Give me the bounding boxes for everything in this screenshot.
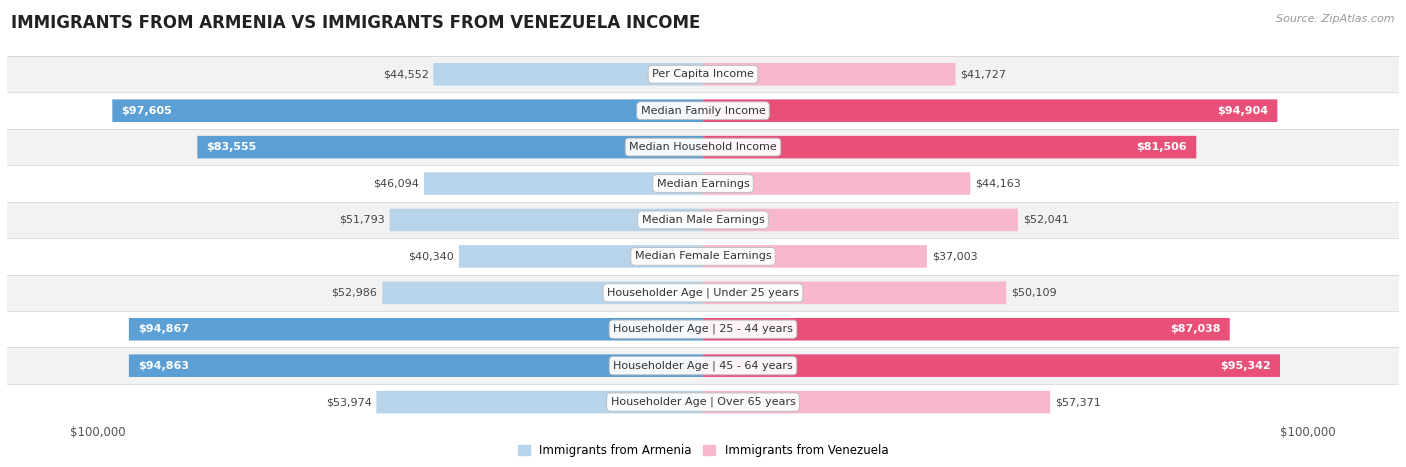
FancyBboxPatch shape: [129, 354, 703, 377]
FancyBboxPatch shape: [703, 63, 956, 85]
FancyBboxPatch shape: [703, 99, 1277, 122]
Bar: [7, 238, 1399, 275]
FancyBboxPatch shape: [425, 172, 703, 195]
Text: $51,793: $51,793: [339, 215, 385, 225]
FancyBboxPatch shape: [458, 245, 703, 268]
Text: $94,904: $94,904: [1218, 106, 1268, 116]
Legend: Immigrants from Armenia, Immigrants from Venezuela: Immigrants from Armenia, Immigrants from…: [513, 439, 893, 462]
Text: $94,863: $94,863: [138, 361, 188, 371]
Bar: [7, 165, 1399, 202]
FancyBboxPatch shape: [703, 391, 1050, 413]
Bar: [7, 275, 1399, 311]
Text: $37,003: $37,003: [932, 251, 977, 262]
FancyBboxPatch shape: [703, 172, 970, 195]
Text: $52,041: $52,041: [1022, 215, 1069, 225]
Text: $81,506: $81,506: [1136, 142, 1187, 152]
FancyBboxPatch shape: [382, 282, 703, 304]
Text: $52,986: $52,986: [332, 288, 377, 298]
Bar: [7, 129, 1399, 165]
Text: Per Capita Income: Per Capita Income: [652, 69, 754, 79]
FancyBboxPatch shape: [433, 63, 703, 85]
Text: Median Household Income: Median Household Income: [628, 142, 778, 152]
FancyBboxPatch shape: [703, 136, 1197, 158]
FancyBboxPatch shape: [703, 245, 927, 268]
FancyBboxPatch shape: [703, 282, 1007, 304]
FancyBboxPatch shape: [112, 99, 703, 122]
Text: $97,605: $97,605: [121, 106, 172, 116]
Text: IMMIGRANTS FROM ARMENIA VS IMMIGRANTS FROM VENEZUELA INCOME: IMMIGRANTS FROM ARMENIA VS IMMIGRANTS FR…: [11, 14, 700, 32]
Text: Median Family Income: Median Family Income: [641, 106, 765, 116]
Text: Source: ZipAtlas.com: Source: ZipAtlas.com: [1277, 14, 1395, 24]
Bar: [7, 56, 1399, 92]
FancyBboxPatch shape: [389, 209, 703, 231]
Text: $50,109: $50,109: [1011, 288, 1057, 298]
Text: $83,555: $83,555: [207, 142, 257, 152]
Text: Median Earnings: Median Earnings: [657, 178, 749, 189]
Text: Householder Age | Over 65 years: Householder Age | Over 65 years: [610, 397, 796, 407]
Text: $95,342: $95,342: [1220, 361, 1271, 371]
Text: Median Female Earnings: Median Female Earnings: [634, 251, 772, 262]
Text: $41,727: $41,727: [960, 69, 1007, 79]
Text: $40,340: $40,340: [408, 251, 454, 262]
Text: Householder Age | 25 - 44 years: Householder Age | 25 - 44 years: [613, 324, 793, 334]
Bar: [7, 202, 1399, 238]
Text: $87,038: $87,038: [1170, 324, 1220, 334]
Text: $44,552: $44,552: [382, 69, 429, 79]
Text: Householder Age | Under 25 years: Householder Age | Under 25 years: [607, 288, 799, 298]
Text: $53,974: $53,974: [326, 397, 371, 407]
FancyBboxPatch shape: [377, 391, 703, 413]
Bar: [7, 92, 1399, 129]
FancyBboxPatch shape: [197, 136, 703, 158]
FancyBboxPatch shape: [129, 318, 703, 340]
Bar: [7, 347, 1399, 384]
Text: Median Male Earnings: Median Male Earnings: [641, 215, 765, 225]
Bar: [7, 311, 1399, 347]
FancyBboxPatch shape: [703, 354, 1279, 377]
Bar: [7, 384, 1399, 420]
FancyBboxPatch shape: [703, 318, 1230, 340]
Text: $46,094: $46,094: [374, 178, 419, 189]
Text: Householder Age | 45 - 64 years: Householder Age | 45 - 64 years: [613, 361, 793, 371]
FancyBboxPatch shape: [703, 209, 1018, 231]
Text: $57,371: $57,371: [1054, 397, 1101, 407]
Text: $44,163: $44,163: [976, 178, 1021, 189]
Text: $94,867: $94,867: [138, 324, 188, 334]
